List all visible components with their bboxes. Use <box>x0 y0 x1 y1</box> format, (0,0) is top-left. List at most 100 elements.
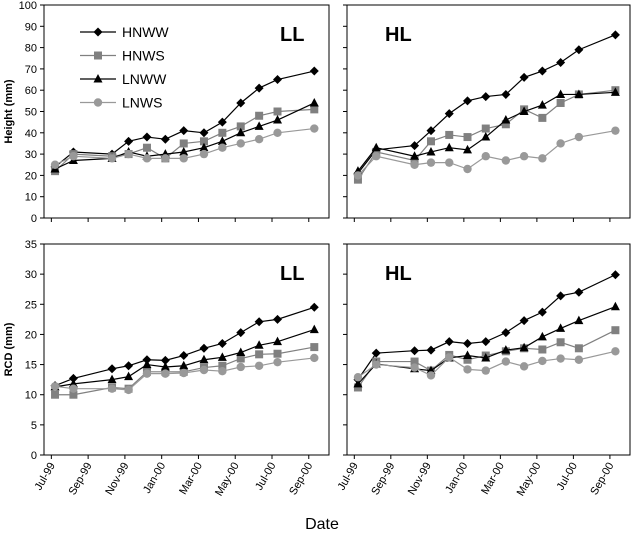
marker <box>309 66 319 76</box>
marker <box>372 147 381 156</box>
marker <box>538 154 547 163</box>
marker <box>610 301 620 311</box>
marker <box>255 111 264 120</box>
marker <box>69 390 78 399</box>
marker <box>310 105 319 114</box>
marker <box>179 146 189 156</box>
marker <box>444 337 454 347</box>
marker <box>556 139 565 148</box>
marker <box>463 144 473 154</box>
marker <box>93 74 103 83</box>
marker <box>537 307 547 317</box>
marker <box>353 383 362 392</box>
x-tick-label: Sep-00 <box>588 461 616 498</box>
y-tick-label: 80 <box>25 43 37 55</box>
marker <box>556 338 565 347</box>
marker <box>556 291 566 301</box>
marker <box>124 361 134 371</box>
marker <box>538 345 547 354</box>
x-tick-label: Jul-99 <box>33 461 58 493</box>
plot-frame <box>43 243 330 456</box>
x-tick-label: Jul-00 <box>253 461 278 493</box>
marker <box>254 340 264 349</box>
marker <box>254 134 264 144</box>
marker <box>574 89 584 98</box>
x-tick-label: Nov-99 <box>103 461 131 498</box>
marker <box>519 362 529 371</box>
plot-frame <box>346 243 631 456</box>
marker <box>574 45 584 55</box>
marker <box>218 367 227 376</box>
marker <box>142 154 152 163</box>
x-axis-label: Date <box>305 516 339 533</box>
marker <box>481 152 490 161</box>
marker <box>161 154 170 163</box>
marker <box>538 113 547 122</box>
panel-label: LL <box>280 263 304 285</box>
marker <box>94 51 102 60</box>
marker <box>538 356 547 366</box>
marker <box>426 137 435 146</box>
marker <box>273 107 282 116</box>
marker <box>501 115 511 124</box>
marker <box>574 287 584 297</box>
marker <box>273 128 282 137</box>
marker <box>501 120 510 129</box>
marker <box>574 132 584 142</box>
marker <box>254 83 264 93</box>
panel-label: LL <box>280 24 304 46</box>
marker <box>371 348 381 358</box>
marker <box>426 146 436 156</box>
marker <box>50 382 60 391</box>
marker <box>273 115 283 124</box>
panel-label: HL <box>385 263 412 285</box>
y-tick-label: 30 <box>25 269 37 281</box>
marker <box>179 154 188 163</box>
marker <box>574 355 584 364</box>
marker <box>68 373 78 383</box>
x-tick-label: Jul-00 <box>555 461 580 493</box>
marker <box>51 390 60 399</box>
marker <box>501 156 511 165</box>
marker <box>372 360 381 369</box>
marker <box>445 353 454 362</box>
y-tick-label: 0 <box>31 213 37 225</box>
marker <box>610 270 620 280</box>
y-tick-label: 15 <box>25 360 37 372</box>
marker <box>426 371 436 380</box>
marker <box>273 357 282 367</box>
marker <box>93 98 103 107</box>
marker <box>556 58 566 68</box>
marker <box>160 355 170 365</box>
marker <box>199 365 209 375</box>
marker <box>142 359 152 369</box>
y-tick-label: 20 <box>25 170 37 182</box>
panel-label: HL <box>385 24 412 46</box>
marker <box>353 175 362 184</box>
marker <box>481 352 491 362</box>
marker <box>107 364 117 374</box>
marker <box>236 347 246 357</box>
marker <box>481 366 490 375</box>
marker <box>142 143 151 152</box>
x-tick-label: Mar-00 <box>177 461 205 497</box>
marker <box>556 98 565 107</box>
marker <box>556 354 565 363</box>
y-tick-label: 0 <box>31 450 37 462</box>
marker <box>254 361 264 370</box>
marker <box>160 361 170 371</box>
marker <box>124 371 134 381</box>
legend-label: HNWS <box>122 48 165 64</box>
marker <box>236 127 246 137</box>
marker <box>610 30 620 40</box>
marker <box>445 158 454 167</box>
marker <box>309 302 319 312</box>
marker <box>161 369 170 378</box>
y-tick-label: 90 <box>25 21 37 33</box>
marker <box>519 342 529 352</box>
marker <box>199 128 209 138</box>
marker <box>236 98 246 108</box>
marker <box>310 353 319 363</box>
marker <box>519 316 529 326</box>
